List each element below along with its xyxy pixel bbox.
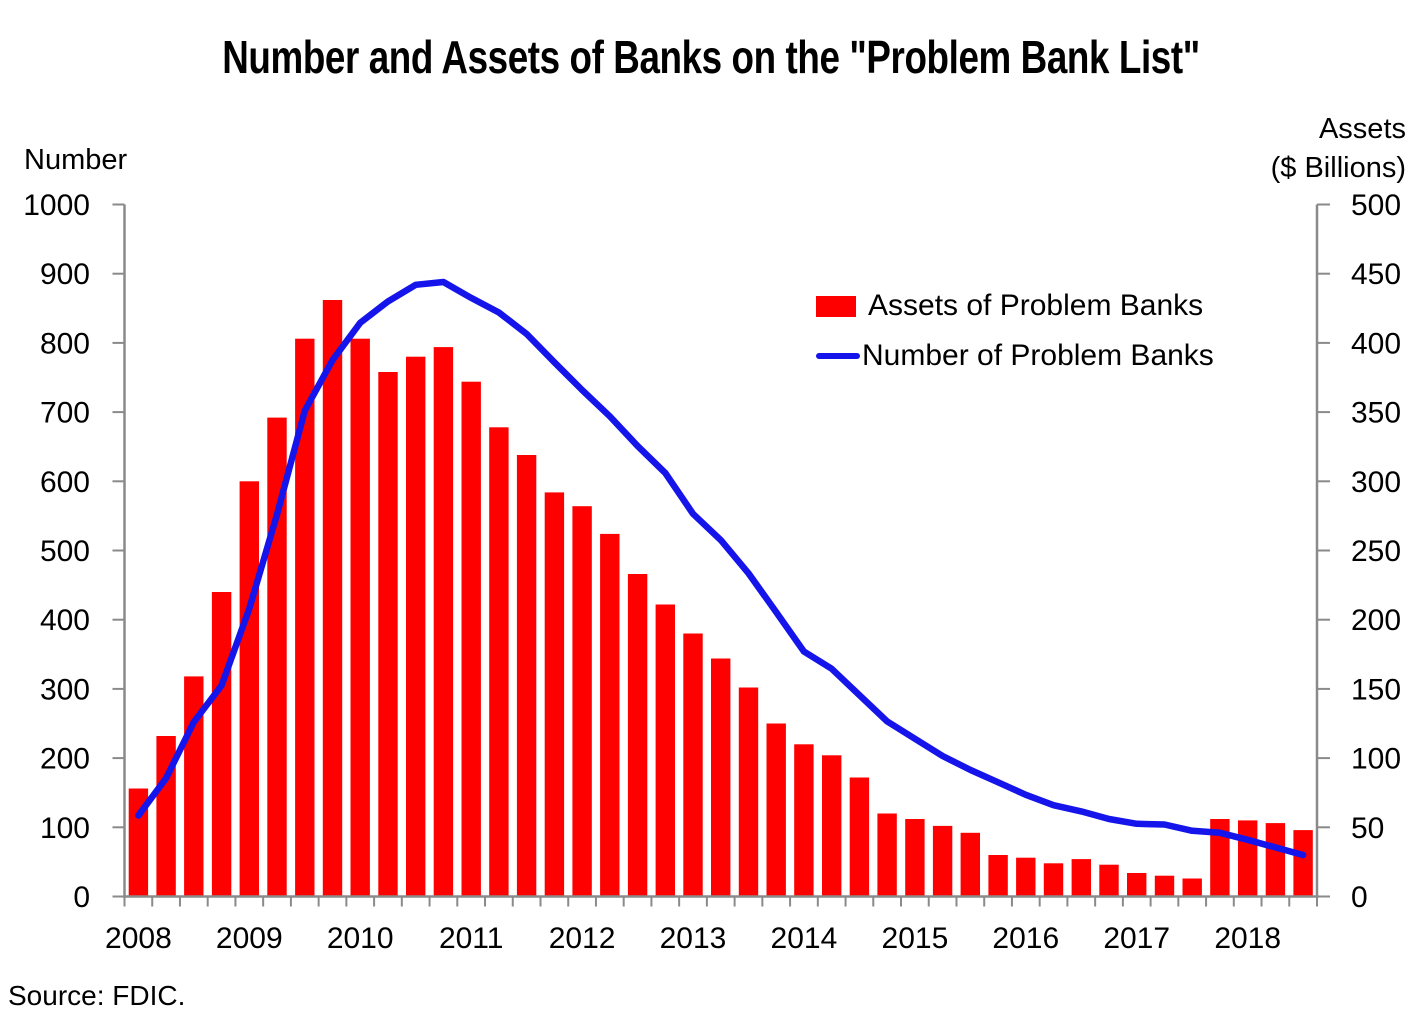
right-axis-tick-label: 500: [1351, 189, 1401, 222]
right-axis-tick-label: 50: [1351, 812, 1384, 845]
bar-2010Q4: [406, 356, 426, 897]
right-axis-tick-label: 200: [1351, 604, 1401, 637]
left-axis-tick-label: 800: [40, 327, 90, 360]
bar-2014Q3: [822, 755, 842, 897]
bar-2018Q2: [1238, 820, 1258, 897]
right-axis-title-line1: Assets: [1318, 113, 1406, 145]
x-axis-year-label: 2012: [549, 922, 616, 955]
left-axis-tick-label: 300: [40, 673, 90, 706]
right-axis-tick-label: 450: [1351, 258, 1401, 291]
bar-2011Q2: [461, 381, 481, 897]
bar-2013Q4: [738, 687, 759, 897]
bar-2015Q1: [877, 813, 897, 897]
left-axis-tick-label: 1000: [23, 189, 90, 222]
x-axis-year-label: 2017: [1103, 922, 1170, 955]
left-axis-tick-label: 100: [40, 812, 90, 845]
left-axis-tick-label: 700: [40, 397, 90, 430]
legend-label-assets: Assets of Problem Banks: [868, 289, 1204, 322]
x-axis-year-label: 2013: [660, 922, 727, 955]
bar-2014Q1: [766, 723, 786, 897]
right-axis-title: Assets ($ Billions): [1271, 110, 1406, 188]
x-axis-year-label: 2014: [771, 922, 838, 955]
bar-2013Q3: [711, 658, 731, 897]
left-axis-tick-label: 400: [40, 604, 90, 637]
right-axis-title-line2: ($ Billions): [1270, 152, 1406, 184]
bar-2012Q4: [627, 574, 648, 897]
bar-2014Q4: [849, 777, 870, 897]
left-axis-title: Number: [24, 144, 128, 176]
bar-2011Q4: [516, 455, 537, 897]
bar-2018Q4: [1293, 830, 1313, 897]
bar-2017Q4: [1182, 878, 1202, 897]
bar-2016Q3: [1043, 863, 1064, 897]
right-axis-tick-label: 150: [1351, 673, 1401, 706]
bar-2017Q2: [1127, 873, 1147, 897]
bar-2011Q3: [489, 427, 509, 897]
bar-2018Q3: [1265, 823, 1286, 897]
x-axis-year-label: 2010: [327, 922, 394, 955]
bar-2009Q4: [295, 338, 315, 897]
bar-2010Q1: [322, 300, 343, 897]
bar-2009Q2: [239, 481, 259, 897]
x-axis-year-label: 2011: [439, 922, 504, 955]
legend-label-number: Number of Problem Banks: [862, 339, 1214, 372]
x-axis-year-label: 2008: [105, 922, 172, 955]
right-axis-tick-label: 0: [1351, 881, 1368, 914]
bar-2008Q3: [156, 736, 176, 897]
bar-2009Q1: [211, 592, 232, 897]
right-axis-tick-label: 300: [1351, 466, 1401, 499]
right-axis-tick-label: 400: [1351, 327, 1401, 360]
bar-2015Q4: [960, 832, 980, 897]
bar-2012Q1: [544, 492, 565, 897]
x-axis-year-label: 2009: [216, 922, 283, 955]
number-line: [135, 278, 1307, 859]
bar-2014Q2: [794, 744, 814, 897]
bar-2015Q3: [932, 825, 953, 897]
number-line-swatch-icon: [816, 353, 860, 359]
bar-2013Q2: [683, 633, 703, 897]
bar-2016Q1: [988, 855, 1008, 897]
bar-2013Q1: [655, 604, 675, 897]
left-axis-tick-label: 0: [73, 881, 90, 914]
legend-item-assets: Assets of Problem Banks: [816, 281, 1214, 331]
x-axis-year-label: 2016: [992, 922, 1059, 955]
bar-2017Q3: [1154, 875, 1175, 897]
right-axis-tick-label: 100: [1351, 743, 1401, 776]
bar-2008Q2: [128, 788, 149, 897]
left-axis-tick-label: 600: [40, 466, 90, 499]
legend-item-number: Number of Problem Banks: [816, 331, 1214, 381]
page-title: Number and Assets of Banks on the "Probl…: [222, 31, 1200, 83]
bar-2015Q2: [905, 819, 925, 897]
bar-2012Q2: [572, 506, 592, 897]
assets-bar-swatch-icon: [816, 295, 856, 317]
bar-2016Q4: [1071, 859, 1091, 897]
bar-2018Q1: [1210, 819, 1230, 897]
right-axis-tick-label: 350: [1351, 397, 1401, 430]
left-axis-tick-label: 200: [40, 743, 90, 776]
x-axis-year-label: 2018: [1214, 922, 1281, 955]
left-axis-tick-label: 500: [40, 535, 90, 568]
bar-2010Q2: [350, 338, 370, 897]
right-axis-tick-label: 250: [1351, 535, 1401, 568]
bar-2012Q3: [600, 533, 620, 897]
bar-2017Q1: [1099, 864, 1119, 897]
left-axis-tick-label: 900: [40, 258, 90, 291]
legend: Assets of Problem Banks Number of Proble…: [816, 281, 1214, 381]
bar-2010Q3: [378, 372, 398, 897]
x-axis-year-label: 2015: [882, 922, 949, 955]
bar-2016Q2: [1016, 857, 1036, 897]
bar-2011Q1: [433, 347, 454, 897]
source-note: Source: FDIC.: [8, 980, 186, 1011]
